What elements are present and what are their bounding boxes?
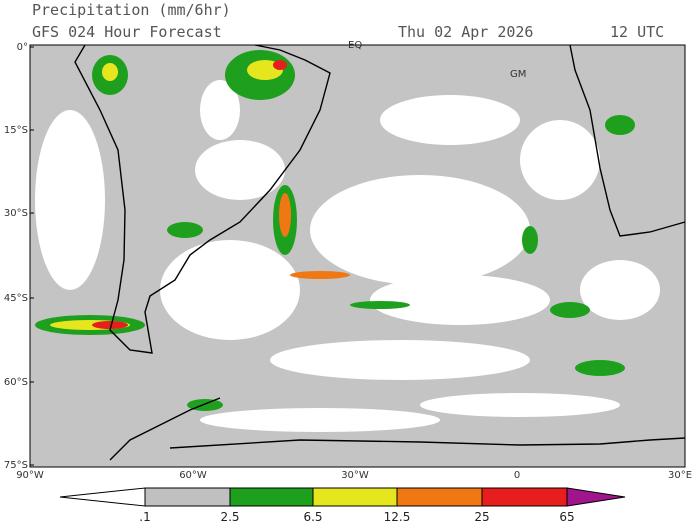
lon-label: 0	[514, 470, 520, 481]
colorbar-segment	[229, 487, 314, 507]
place-label: GM	[510, 69, 526, 80]
coastline	[569, 44, 686, 237]
subtitle: GFS 024 Hour Forecast	[32, 23, 222, 41]
lat-label: 45°S	[4, 293, 28, 304]
date: Thu 02 Apr 2026	[398, 23, 533, 41]
heavy-precip	[35, 50, 635, 411]
coastline	[109, 397, 686, 461]
colorbar-segment	[566, 487, 626, 507]
lat-label: 75°S	[4, 460, 28, 471]
colorbar-segment	[481, 487, 568, 507]
coastline	[74, 44, 331, 354]
colorbar-label: 25	[474, 510, 489, 524]
colorbar-label: 6.5	[303, 510, 322, 524]
colorbar-segment	[396, 487, 483, 507]
time: 12 UTC	[610, 23, 664, 41]
map-frame	[29, 44, 686, 468]
lat-label: 60°S	[4, 377, 28, 388]
lat-label: 0°	[17, 42, 28, 53]
place-label: EQ	[348, 40, 362, 51]
lon-label: 60°W	[179, 470, 207, 481]
colorbar-label: .1	[139, 510, 150, 524]
lon-label: 30°E	[668, 470, 692, 481]
colorbar-label: 65	[559, 510, 574, 524]
colorbar-segment	[144, 487, 231, 507]
colorbar-label: 12.5	[384, 510, 411, 524]
lon-label: 90°W	[16, 470, 44, 481]
lat-label: 15°S	[4, 125, 28, 136]
lat-label: 30°S	[4, 208, 28, 219]
title: Precipitation (mm/6hr)	[32, 1, 231, 19]
colorbar-segment	[312, 487, 398, 507]
map	[29, 44, 686, 468]
colorbar-label: 2.5	[220, 510, 239, 524]
lon-label: 30°W	[341, 470, 369, 481]
dry-areas	[35, 80, 660, 432]
colorbar-segment	[59, 487, 146, 507]
